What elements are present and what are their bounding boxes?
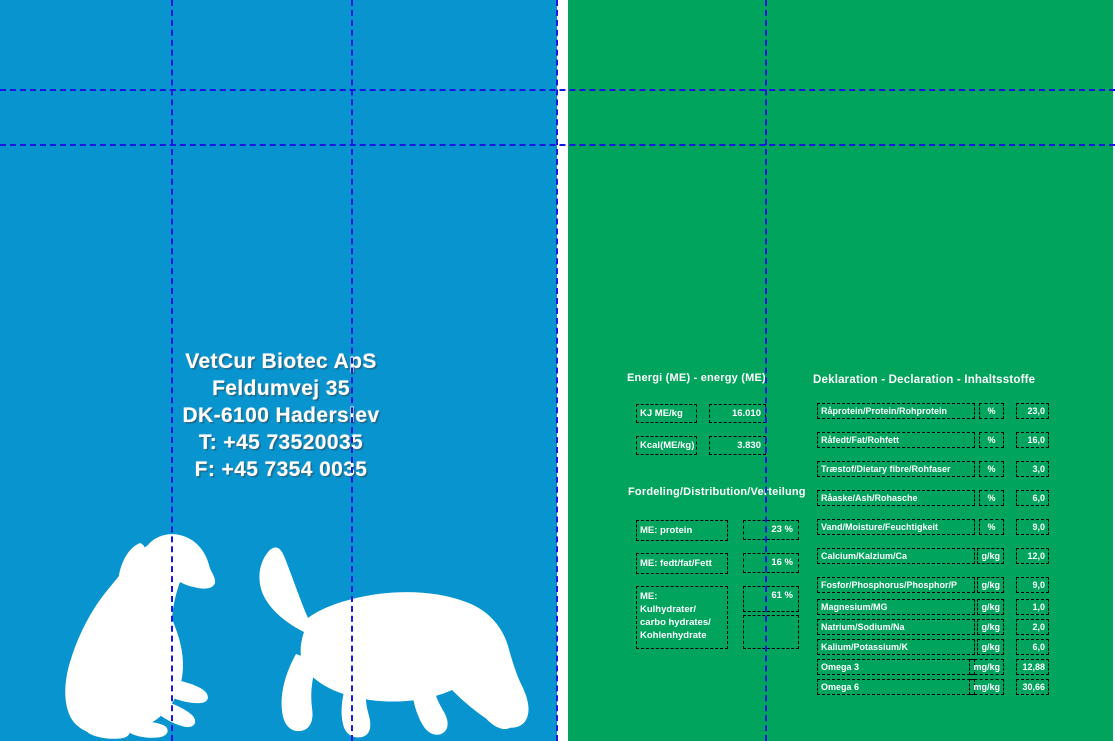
declaration-label-box: Fosfor/Phosphorus/Phosphor/P [817,577,975,593]
energy-row: KJ ME/kg 16.010 [636,404,766,423]
declaration-row: Vand/Moisture/Feuchtigkeit % 9,0 [817,519,1049,535]
distribution-label-box: ME: fedt/fat/Fett [636,553,728,574]
declaration-value-box: 9,0 [1016,577,1049,593]
energy-value-box: 16.010 [709,404,766,423]
declaration-table: Råprotein/Protein/Rohprotein % 23,0 Råfe… [817,403,1049,699]
declaration-label-box: Omega 6 [817,679,975,695]
distribution-row: ME: Kulhydrater/ carbo hydrates/ Kohlenh… [636,586,799,649]
declaration-unit-box: g/kg [977,548,1004,564]
declaration-unit-box: % [979,519,1004,535]
declaration-unit-box: mg/kg [969,679,1004,695]
declaration-label-box: Omega 3 [817,659,975,675]
distribution-empty-box [743,615,799,649]
distribution-value-box: 61 % [743,586,799,612]
declaration-row: Omega 3 mg/kg 12,88 [817,659,1049,675]
address-street: Feldumvej 35 [212,377,350,400]
declaration-label-box: Råprotein/Protein/Rohprotein [817,403,975,419]
sniffing-puppy-silhouette-icon [259,547,529,738]
declaration-label-box: Calcium/Kalzium/Ca [817,548,975,564]
distribution-value-box: 16 % [743,553,799,573]
declaration-value-box: 30,66 [1016,679,1049,695]
declaration-row: Kalium/Potassium/K g/kg 6,0 [817,639,1049,655]
declaration-value-box: 6,0 [1016,639,1049,655]
energy-row: Kcal(ME/kg) 3.830 [636,436,766,455]
sitting-puppy-silhouette-icon [65,534,216,739]
energy-value-box: 3.830 [709,436,766,455]
declaration-unit-box: g/kg [977,619,1004,635]
declaration-value-box: 23,0 [1016,403,1049,419]
declaration-value-box: 16,0 [1016,432,1049,448]
declaration-row: Fosfor/Phosphorus/Phosphor/P g/kg 9,0 [817,577,1049,593]
declaration-unit-box: % [979,432,1004,448]
energy-label-box: Kcal(ME/kg) [636,436,697,455]
declaration-row: Træstof/Dietary fibre/Rohfaser % 3,0 [817,461,1049,477]
energy-label-box: KJ ME/kg [636,404,697,423]
declaration-row: Magnesium/MG g/kg 1,0 [817,599,1049,615]
declaration-row: Råaske/Ash/Rohasche % 6,0 [817,490,1049,506]
back-panel-green: Energi (ME) - energy (ME) KJ ME/kg 16.01… [568,0,1113,741]
declaration-label-box: Natrium/Sodium/Na [817,619,975,635]
energy-table: KJ ME/kg 16.010 Kcal(ME/kg) 3.830 [636,404,766,455]
declaration-row: Råfedt/Fat/Rohfett % 16,0 [817,432,1049,448]
declaration-label-box: Træstof/Dietary fibre/Rohfaser [817,461,975,477]
fax-line: F: +45 7354 0035 [194,458,368,481]
address-city: DK-6100 Haderslev [182,404,380,427]
front-panel-blue: VetCur Biotec ApS Feldumvej 35 DK-6100 H… [0,0,557,741]
energy-section-title: Energi (ME) - energy (ME) [627,372,766,384]
declaration-value-box: 9,0 [1016,519,1049,535]
declaration-value-box: 3,0 [1016,461,1049,477]
distribution-section-title: Fordeling/Distribution/Verteilung [628,486,806,498]
declaration-value-box: 2,0 [1016,619,1049,635]
declaration-row: Omega 6 mg/kg 30,66 [817,679,1049,695]
declaration-value-box: 6,0 [1016,490,1049,506]
declaration-label-box: Råfedt/Fat/Rohfett [817,432,975,448]
declaration-unit-box: % [979,461,1004,477]
distribution-row: ME: protein 23 % [636,520,799,541]
declaration-row: Natrium/Sodium/Na g/kg 2,0 [817,619,1049,635]
declaration-unit-box: % [979,403,1004,419]
company-address-block: VetCur Biotec ApS Feldumvej 35 DK-6100 H… [150,348,412,483]
declaration-unit-box: g/kg [977,577,1004,593]
declaration-row: Råprotein/Protein/Rohprotein % 23,0 [817,403,1049,419]
declaration-unit-box: mg/kg [969,659,1004,675]
declaration-label-box: Magnesium/MG [817,599,975,615]
company-name: VetCur Biotec ApS [185,350,377,373]
distribution-label-box: ME: protein [636,520,728,541]
declaration-section-title: Deklaration - Declaration - Inhaltsstoff… [813,374,1036,386]
declaration-unit-box: % [979,490,1004,506]
declaration-label-box: Kalium/Potassium/K [817,639,975,655]
declaration-unit-box: g/kg [977,639,1004,655]
declaration-value-box: 12,88 [1016,659,1049,675]
declaration-label-box: Vand/Moisture/Feuchtigkeit [817,519,975,535]
declaration-unit-box: g/kg [977,599,1004,615]
distribution-label-box: ME: Kulhydrater/ carbo hydrates/ Kohlenh… [636,586,728,649]
declaration-value-box: 12,0 [1016,548,1049,564]
distribution-value-box: 23 % [743,520,799,540]
declaration-label-box: Råaske/Ash/Rohasche [817,490,975,506]
declaration-value-box: 1,0 [1016,599,1049,615]
distribution-row: ME: fedt/fat/Fett 16 % [636,553,799,574]
distribution-table: ME: protein 23 % ME: fedt/fat/Fett 16 % … [636,520,799,661]
phone-line: T: +45 73520035 [198,431,364,454]
declaration-row: Calcium/Kalzium/Ca g/kg 12,0 [817,548,1049,564]
